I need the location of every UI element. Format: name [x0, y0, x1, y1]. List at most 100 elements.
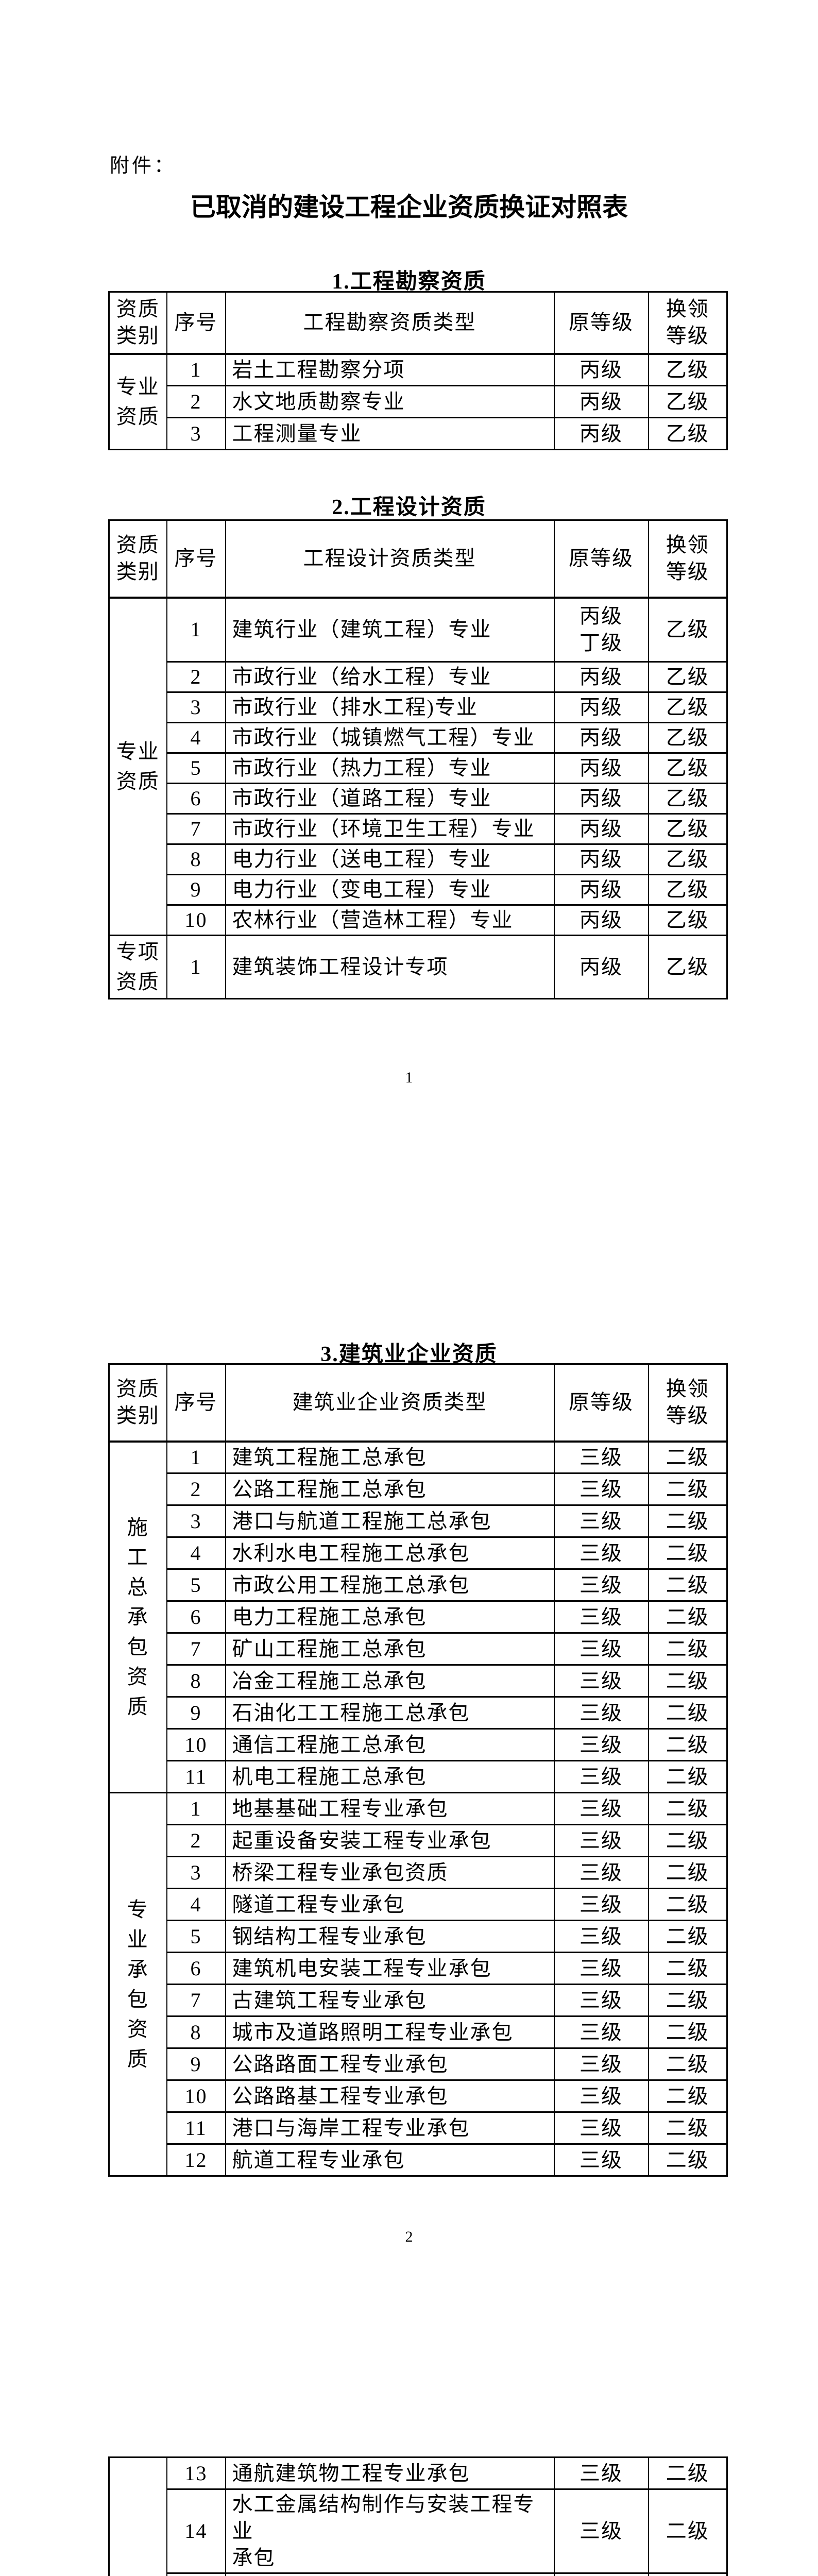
old-level-cell: 三级 [553, 1856, 649, 1889]
table-row: 11 港口与海岸工程专业承包 三级 二级 [109, 2111, 728, 2145]
seq-cell: 3 [166, 1856, 226, 1889]
seq-cell: 7 [166, 1632, 226, 1666]
type-cell: 地基基础工程专业承包 [225, 1792, 555, 1825]
table-row: 专业 资质 1 岩土工程勘察分项 丙级 乙级 [108, 353, 728, 450]
table-row: 7 市政行业（环境卫生工程）专业 丙级 乙级 [109, 813, 728, 845]
new-level-cell: 二级 [647, 1888, 728, 1921]
new-level-cell: 二级 [647, 1760, 728, 1793]
table-row: 施 工 总 承 包 资 质 1 建筑工程施工总承包 三级 二级 [108, 1440, 728, 1793]
header-new-level: 换领 等级 [647, 519, 728, 599]
table-row: 8 城市及道路照明工程专业承包 三级 二级 [109, 2015, 728, 2049]
type-cell: 机电工程施工总承包 [225, 1760, 555, 1793]
table-header-row: 资质 类别 序号 工程勘察资质类型 原等级 换领 等级 [108, 291, 728, 355]
new-level-cell: 二级 [647, 1664, 728, 1698]
table-design-qualifications: 资质 类别 序号 工程设计资质类型 原等级 换领 等级 专业 资质 1 建筑行业… [108, 519, 728, 999]
new-level-cell: 二级 [647, 1952, 728, 1985]
old-level-cell: 三级 [553, 1568, 649, 1602]
new-level-cell: 二级 [647, 2456, 728, 2490]
seq-cell: 1 [166, 353, 226, 386]
table-row: 14 水工金属结构制作与安装工程专业 承包 三级 二级 [109, 2488, 728, 2574]
type-cell: 建筑机电安装工程专业承包 [225, 1952, 555, 1985]
seq-cell: 3 [166, 417, 226, 450]
new-level-cell: 二级 [647, 1728, 728, 1761]
table-row: 2 起重设备安装工程专业承包 三级 二级 [109, 1824, 728, 1857]
old-level-cell: 三级 [553, 1952, 649, 1985]
old-level-cell: 丙级 [553, 843, 649, 875]
table-row: 10 公路路基工程专业承包 三级 二级 [109, 2079, 728, 2113]
type-cell: 公路路基工程专业承包 [225, 2079, 555, 2113]
old-level-cell: 三级 [553, 1824, 649, 1857]
seq-cell: 2 [166, 1472, 226, 1506]
type-cell: 冶金工程施工总承包 [225, 1664, 555, 1698]
new-level-cell: 二级 [647, 2015, 728, 2049]
type-cell: 通信工程施工总承包 [225, 1728, 555, 1761]
header-seq: 序号 [166, 1363, 226, 1443]
new-level-cell: 乙级 [647, 691, 728, 723]
old-level-cell: 三级 [553, 1792, 649, 1825]
header-new-level: 换领 等级 [647, 1363, 728, 1443]
type-cell: 通航建筑物工程专业承包 [225, 2456, 555, 2490]
new-level-cell: 二级 [647, 2572, 728, 2576]
old-level-cell: 丙级 [553, 935, 649, 999]
new-level-cell: 二级 [647, 1856, 728, 1889]
seq-cell: 3 [166, 1504, 226, 1538]
seq-cell: 1 [166, 1440, 226, 1474]
seq-cell: 2 [166, 661, 226, 693]
table-row: 5 钢结构工程专业承包 三级 二级 [109, 1920, 728, 1953]
new-level-cell: 二级 [647, 1792, 728, 1825]
new-level-cell: 乙级 [647, 661, 728, 693]
type-cell: 港口与海岸工程专业承包 [225, 2111, 555, 2145]
type-cell: 公路工程施工总承包 [225, 1472, 555, 1506]
table-row: 8 冶金工程施工总承包 三级 二级 [109, 1664, 728, 1698]
new-level-cell: 二级 [647, 1984, 728, 2017]
seq-cell: 6 [166, 1952, 226, 1985]
old-level-cell: 三级 [553, 2015, 649, 2049]
seq-cell: 9 [166, 1696, 226, 1730]
old-level-cell: 丙级 [553, 813, 649, 845]
new-level-cell: 乙级 [647, 813, 728, 845]
page-number-1: 1 [405, 1069, 413, 1086]
new-level-cell: 乙级 [647, 597, 728, 663]
old-level-cell: 三级 [553, 1696, 649, 1730]
seq-cell: 12 [166, 2143, 226, 2177]
table-row: 4 市政行业（城镇燃气工程）专业 丙级 乙级 [109, 722, 728, 754]
old-level-cell: 三级 [553, 2047, 649, 2081]
seq-cell: 11 [166, 2111, 226, 2145]
table-row: 5 市政行业（热力工程）专业 丙级 乙级 [109, 752, 728, 784]
seq-cell: 4 [166, 722, 226, 754]
header-category: 资质 类别 [108, 291, 167, 355]
old-level-cell: 三级 [553, 2143, 649, 2177]
old-level-cell: 丙级 [553, 385, 649, 418]
seq-cell: 9 [166, 874, 226, 906]
table-row: 3 市政行业（排水工程)专业 丙级 乙级 [109, 691, 728, 723]
table-row: 2 公路工程施工总承包 三级 二级 [109, 1472, 728, 1506]
category-cell-empty [108, 2456, 167, 2576]
new-level-cell: 二级 [647, 2079, 728, 2113]
old-level-cell: 三级 [553, 1888, 649, 1921]
table-row: 9 公路路面工程专业承包 三级 二级 [109, 2047, 728, 2081]
page-number-2: 2 [405, 2228, 413, 2245]
seq-cell: 2 [166, 1824, 226, 1857]
table-row: 3 港口与航道工程施工总承包 三级 二级 [109, 1504, 728, 1538]
seq-cell: 10 [166, 904, 226, 936]
old-level-cell: 丙级 [553, 417, 649, 450]
table-header-row: 资质 类别 序号 建筑业企业资质类型 原等级 换领 等级 [108, 1363, 728, 1443]
table-row: 7 矿山工程施工总承包 三级 二级 [109, 1632, 728, 1666]
document-title: 已取消的建设工程企业资质换证对照表 [190, 193, 628, 222]
seq-cell: 7 [166, 813, 226, 845]
old-level-cell: 三级 [553, 1728, 649, 1761]
seq-cell: 10 [166, 1728, 226, 1761]
table-header-row: 资质 类别 序号 工程设计资质类型 原等级 换领 等级 [108, 519, 728, 599]
new-level-cell: 二级 [647, 1536, 728, 1570]
type-cell: 建筑装饰工程设计专项 [225, 935, 555, 999]
new-level-cell: 二级 [647, 2047, 728, 2081]
table-row: 9 石油化工工程施工总承包 三级 二级 [109, 1696, 728, 1730]
type-cell: 航道工程专业承包 [225, 2143, 555, 2177]
new-level-cell: 二级 [647, 1440, 728, 1474]
new-level-cell: 二级 [647, 1504, 728, 1538]
table-row: 8 电力行业（送电工程）专业 丙级 乙级 [109, 843, 728, 875]
header-seq: 序号 [166, 519, 226, 599]
new-level-cell: 乙级 [647, 353, 728, 386]
old-level-cell: 丙级 [553, 783, 649, 815]
